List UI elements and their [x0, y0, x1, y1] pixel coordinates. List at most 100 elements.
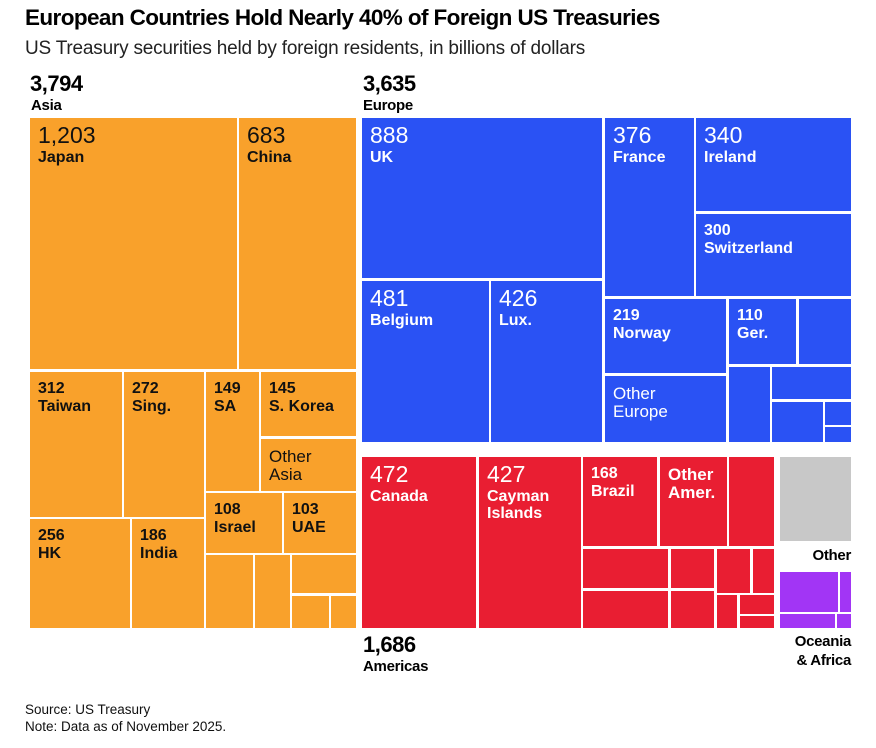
- chart-title: European Countries Hold Nearly 40% of Fo…: [25, 5, 660, 30]
- cell-name-label: Other Asia: [269, 447, 312, 484]
- treemap-cell-asia-uae: 103 UAE: [284, 493, 356, 553]
- treemap-cell-europe-unlabeled-14: [825, 427, 851, 442]
- cell-value-label: 472: [370, 461, 409, 487]
- cell-name-label: Switzerland: [704, 240, 793, 257]
- cell-value-label: 300: [704, 222, 731, 239]
- treemap-cell-oceania-africa-unlabeled-3: [837, 614, 851, 628]
- cell-value-label: 256: [38, 527, 65, 544]
- cell-name-label: S. Korea: [269, 398, 334, 415]
- cell-name-label: Belgium: [370, 312, 434, 329]
- treemap-cell-americas-unlabeled-9: [583, 591, 668, 628]
- treemap-cell-americas-unlabeled-4: [729, 457, 774, 546]
- treemap-cell-americas-cayman-islands: 427 Cayman Islands: [479, 457, 581, 628]
- source-note: Source: US Treasury: [25, 702, 151, 717]
- treemap-cell-americas-unlabeled-13: [740, 616, 774, 628]
- americas-total: 1,686: [363, 632, 416, 657]
- americas-label: Americas: [363, 658, 429, 675]
- data-note: Note: Data as of November 2025.: [25, 719, 227, 734]
- cell-name-label: Sing.: [132, 398, 172, 415]
- treemap-cell-europe-other-europe: Other Europe: [605, 376, 726, 442]
- europe-label: Europe: [363, 97, 413, 114]
- oceania-label-line1: Oceania: [794, 633, 852, 650]
- europe-total: 3,635: [363, 71, 416, 96]
- treemap-cell-asia-other-asia: Other Asia: [261, 439, 356, 491]
- treemap-cell-other-unlabeled-0: [780, 457, 851, 541]
- treemap-cell-europe-unlabeled-13: [825, 402, 851, 425]
- cell-name-label: India: [140, 545, 178, 562]
- treemap-cell-europe-uk: 888 UK: [362, 118, 602, 278]
- cell-name-label: SA: [214, 398, 237, 415]
- treemap-cell-americas-unlabeled-7: [717, 549, 750, 593]
- treemap-cell-asia-unlabeled-15: [331, 596, 356, 628]
- cell-value-label: 481: [370, 285, 409, 311]
- cell-name-label: China: [247, 149, 292, 166]
- cell-name-label: Other Amer.: [668, 465, 716, 502]
- treemap-cell-asia-unlabeled-14: [292, 596, 329, 628]
- asia-total: 3,794: [30, 71, 83, 96]
- treemap-cell-europe-unlabeled-9: [799, 299, 851, 364]
- cell-name-label: Norway: [613, 325, 671, 342]
- cell-name-label: Ger.: [737, 325, 769, 342]
- cell-value-label: 168: [591, 465, 618, 482]
- treemap-cell-asia-s-korea: 145 S. Korea: [261, 372, 356, 436]
- oceania-label-line2: & Africa: [796, 652, 851, 669]
- cell-value-label: 427: [487, 461, 526, 487]
- cell-value-label: 108: [214, 501, 241, 518]
- treemap-cell-americas-other-amer: Other Amer.: [660, 457, 727, 546]
- cell-value-label: 340: [704, 122, 743, 148]
- cell-value-label: 426: [499, 285, 538, 311]
- cell-name-label: Other Europe: [613, 384, 668, 421]
- cell-value-label: 186: [140, 527, 167, 544]
- cell-value-label: 145: [269, 380, 296, 397]
- treemap-cell-americas-unlabeled-11: [717, 595, 737, 628]
- cell-name-label: Ireland: [704, 149, 757, 166]
- treemap-cell-asia-china: 683 China: [239, 118, 356, 369]
- treemap-cell-asia-japan: 1,203 Japan: [30, 118, 237, 369]
- treemap-cell-europe-unlabeled-12: [772, 402, 823, 442]
- treemap-cell-oceania-africa-unlabeled-1: [840, 572, 851, 612]
- treemap-cell-europe-ireland: 340 Ireland: [696, 118, 851, 211]
- cell-name-label: Lux.: [499, 312, 532, 329]
- cell-value-label: 683: [247, 122, 286, 148]
- treemap-cell-americas-unlabeled-6: [671, 549, 714, 588]
- cell-name-label: Brazil: [591, 483, 635, 500]
- treemap-cell-americas-unlabeled-10: [671, 591, 714, 628]
- treemap-cell-asia-israel: 108 Israel: [206, 493, 282, 553]
- cell-name-label: Israel: [214, 519, 256, 536]
- treemap-cell-europe-france: 376 France: [605, 118, 694, 296]
- treemap-cell-americas-unlabeled-8: [753, 549, 774, 593]
- treemap-cell-americas-canada: 472 Canada: [362, 457, 476, 628]
- cell-name-label: France: [613, 149, 666, 166]
- cell-name-label: UAE: [292, 519, 326, 536]
- cell-value-label: 219: [613, 307, 640, 324]
- asia-label: Asia: [31, 97, 62, 114]
- cell-value-label: 888: [370, 122, 409, 148]
- cell-name-label: Cayman Islands: [487, 488, 550, 522]
- chart-subtitle: US Treasury securities held by foreign r…: [25, 38, 586, 59]
- treemap-cell-europe-ger: 110 Ger.: [729, 299, 796, 364]
- cell-value-label: 1,203: [38, 122, 96, 148]
- cell-value-label: 110: [737, 307, 763, 324]
- treemap-cell-asia-india: 186 India: [132, 519, 204, 628]
- treemap-cell-americas-unlabeled-5: [583, 549, 668, 588]
- treemap-cell-europe-lux: 426 Lux.: [491, 281, 602, 442]
- cell-name-label: Taiwan: [38, 398, 92, 415]
- treemap-cell-asia-hk: 256 HK: [30, 519, 130, 628]
- treemap-cell-europe-belgium: 481 Belgium: [362, 281, 489, 442]
- treemap-cell-asia-unlabeled-12: [255, 555, 290, 628]
- treemap-cell-asia-taiwan: 312 Taiwan: [30, 372, 122, 517]
- treemap-cell-asia-unlabeled-13: [292, 555, 356, 593]
- treemap-cell-asia-unlabeled-11: [206, 555, 253, 628]
- treemap-cell-americas-brazil: 168 Brazil: [583, 457, 657, 546]
- cell-value-label: 103: [292, 501, 319, 518]
- other-label: Other: [812, 547, 851, 564]
- treemap-cell-europe-unlabeled-11: [772, 367, 851, 399]
- cell-name-label: UK: [370, 149, 394, 166]
- treemap-cell-asia-sing: 272 Sing.: [124, 372, 204, 517]
- treemap-cell-americas-unlabeled-12: [740, 595, 774, 614]
- treemap-cell-asia-sa: 149 SA: [206, 372, 259, 491]
- cell-value-label: 312: [38, 380, 65, 397]
- treemap-cell-oceania-africa-unlabeled-2: [780, 614, 835, 628]
- cell-value-label: 272: [132, 380, 159, 397]
- cell-name-label: HK: [38, 545, 62, 562]
